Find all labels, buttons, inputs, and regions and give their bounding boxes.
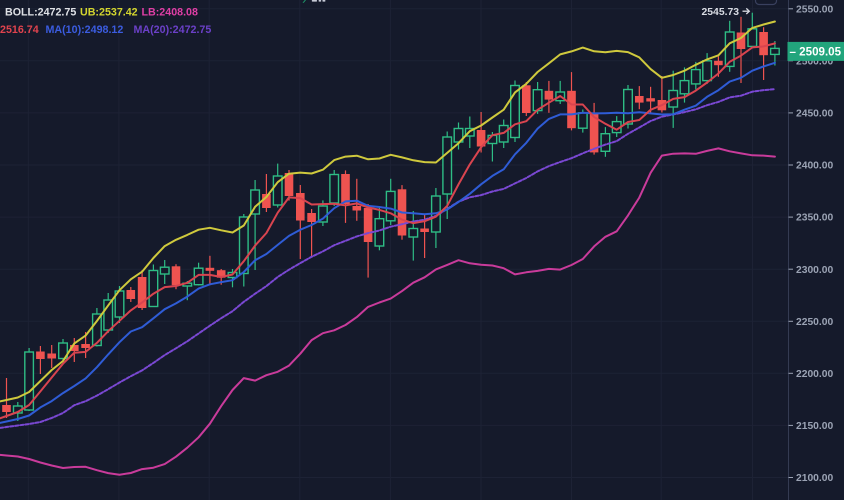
svg-text:2545.73: 2545.73 <box>702 7 740 18</box>
svg-text:LB:2408.08: LB:2408.08 <box>142 7 198 19</box>
svg-text:2516.74: 2516.74 <box>0 24 39 36</box>
svg-text:2350.00: 2350.00 <box>796 213 833 224</box>
svg-text:2200.00: 2200.00 <box>796 369 833 380</box>
svg-text:2550.00: 2550.00 <box>796 4 833 15</box>
svg-text:2500.00: 2500.00 <box>796 56 833 67</box>
svg-text:– 2509.05: – 2509.05 <box>790 46 842 59</box>
svg-text:UB:2537.42: UB:2537.42 <box>80 7 138 19</box>
svg-text:2400.00: 2400.00 <box>796 161 833 172</box>
svg-text:2150.00: 2150.00 <box>796 421 833 432</box>
svg-text:2100.00: 2100.00 <box>796 473 833 484</box>
svg-text:2300.00: 2300.00 <box>796 265 833 276</box>
svg-text:2450.00: 2450.00 <box>796 109 833 120</box>
svg-text:MA(20):2472.75: MA(20):2472.75 <box>134 24 212 36</box>
svg-text:BOLL:2472.75: BOLL:2472.75 <box>5 7 76 19</box>
svg-text:2250.00: 2250.00 <box>796 317 833 328</box>
svg-text:MA(10):2498.12: MA(10):2498.12 <box>46 24 124 36</box>
